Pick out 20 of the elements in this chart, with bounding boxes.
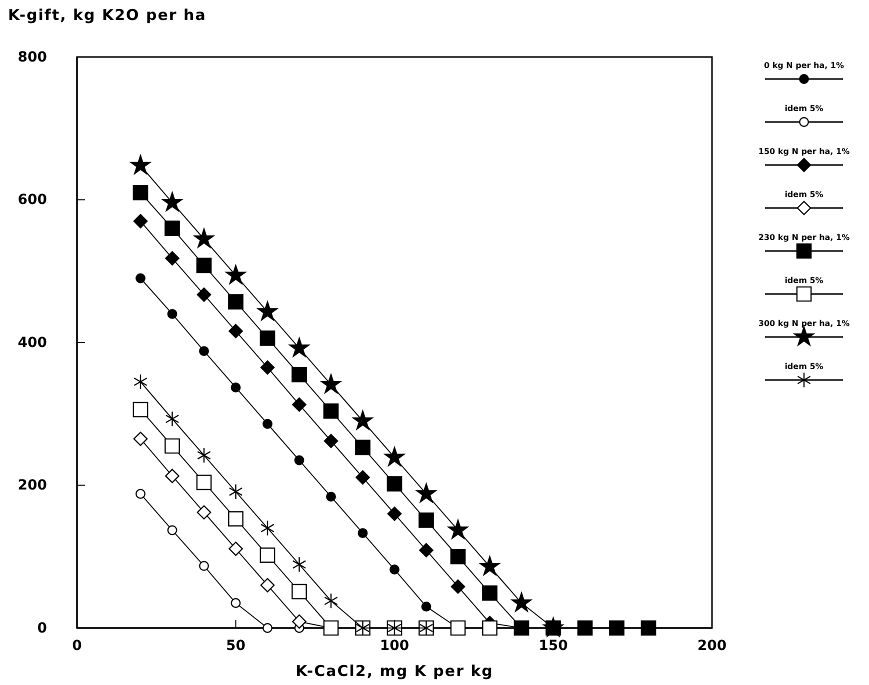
x-tick-label: 200 (697, 638, 727, 654)
x-tick-label: 150 (538, 638, 568, 654)
text: 230 kg N per ha, 1% (758, 233, 850, 242)
x-tick-label: 0 (72, 638, 82, 654)
y-tick-label: 400 (18, 334, 48, 351)
text: idem 5% (784, 104, 824, 113)
text: idem 5% (784, 190, 824, 199)
x-tick-label: 50 (226, 638, 246, 654)
y-tick-label: 800 (18, 49, 48, 66)
x-axis-title: K-CaCl2, mg K per kg (296, 662, 494, 680)
text: 300 kg N per ha, 1% (758, 319, 850, 328)
text: idem 5% (784, 276, 824, 285)
x-tick-label: 100 (380, 638, 410, 654)
y-tick-label: 0 (37, 620, 48, 636)
text: idem 5% (784, 362, 824, 371)
text: 0 kg N per ha, 1% (764, 61, 844, 70)
y-tick-label: 600 (18, 192, 48, 208)
y-axis-title: K-gift, kg K2O per ha (8, 6, 206, 24)
text: 150 kg N per ha, 1% (758, 147, 850, 156)
y-tick-label: 200 (18, 478, 48, 494)
